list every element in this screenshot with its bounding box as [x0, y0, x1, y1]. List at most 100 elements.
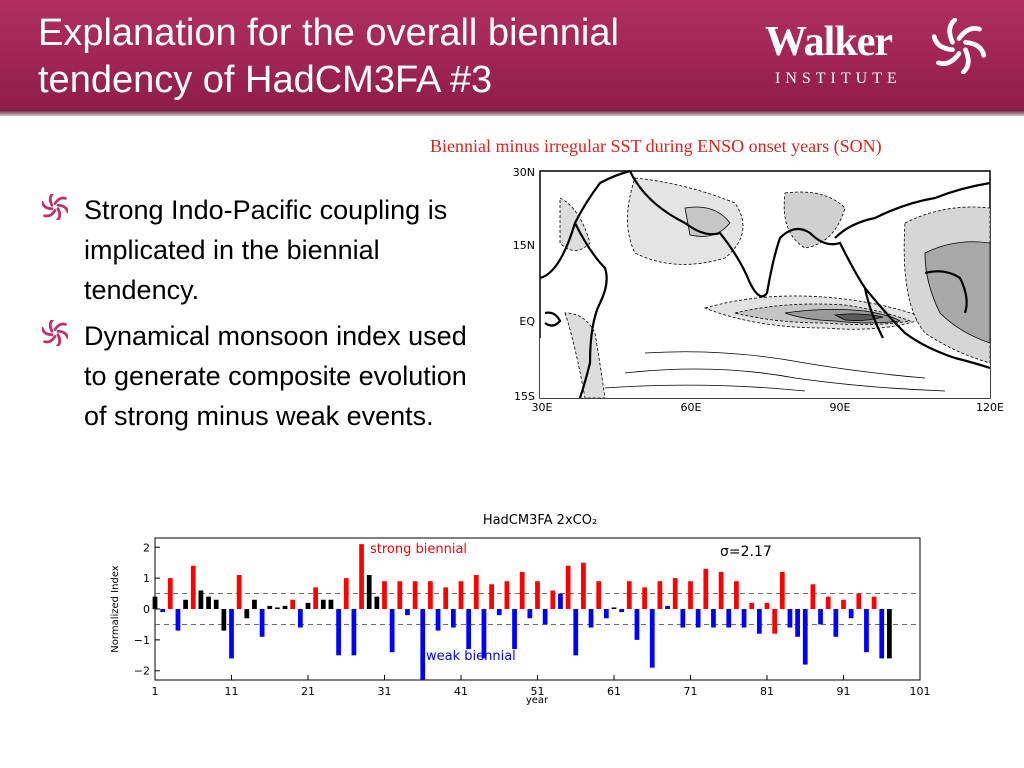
y-axis: −2 −1 0 1 2 [134, 541, 160, 678]
bar-year-35 [412, 581, 418, 609]
bar-year-59 [596, 581, 602, 609]
bar-year-45 [489, 584, 494, 609]
bars [152, 544, 892, 680]
bar-year-69 [672, 578, 678, 609]
weak-biennial-label: weak biennial [426, 649, 516, 664]
header-divider [0, 110, 1024, 116]
title-line-2: tendency of HadCM3FA #3 [38, 59, 493, 101]
bar-year-26 [343, 578, 349, 609]
lat-label: EQ [519, 315, 535, 328]
bar-year-48 [512, 609, 517, 650]
bar-year-32 [389, 609, 395, 653]
bar-year-71 [688, 581, 693, 609]
bar-year-43 [473, 575, 479, 609]
bullet-text-1: Strong Indo-Pacific coupling is implicat… [84, 195, 448, 305]
bar-year-9 [213, 599, 219, 609]
bar-year-2 [160, 609, 166, 613]
bar-year-58 [588, 609, 594, 628]
bar-year-40 [450, 609, 456, 628]
bar-year-54 [558, 593, 563, 609]
bar-year-29 [366, 575, 372, 609]
bar-year-72 [695, 609, 701, 628]
bar-year-68 [665, 605, 670, 609]
bar-year-17 [275, 607, 280, 609]
lon-label: 120E [976, 401, 1004, 414]
lat-label: 15N [513, 239, 535, 252]
bar-year-8 [206, 596, 211, 609]
x-tick-label: 51 [531, 685, 545, 698]
x-tick-label: 61 [607, 685, 621, 698]
logo-subtitle: INSTITUTE [775, 70, 902, 87]
bar-year-12 [236, 575, 242, 609]
bar-year-42 [466, 609, 472, 650]
bar-year-27 [351, 609, 357, 656]
bar-year-81 [764, 602, 770, 609]
bar-year-88 [818, 609, 823, 625]
bar-year-83 [779, 571, 785, 609]
bar-year-39 [443, 587, 449, 609]
bar-year-11 [229, 609, 234, 659]
bar-year-86 [802, 609, 808, 665]
x-tick-label: 41 [454, 685, 468, 698]
pinwheel-bullet-icon [42, 194, 68, 220]
bar-year-91 [841, 599, 846, 609]
coastlines [539, 169, 991, 399]
x-tick-label: 71 [684, 685, 698, 698]
map-caption: Biennial minus irregular SST during ENSO… [430, 136, 882, 156]
x-axis-label: year [526, 695, 549, 706]
bar-year-38 [435, 609, 441, 631]
bar-year-22 [313, 587, 319, 609]
y-tick-label: 2 [143, 541, 150, 554]
bar-year-25 [336, 609, 341, 656]
bar-year-47 [504, 581, 510, 609]
bar-year-97 [887, 609, 892, 659]
pinwheel-bullet-icon [42, 320, 68, 346]
bar-year-49 [519, 571, 525, 609]
x-tick-label: 11 [225, 685, 239, 698]
logo-wordmark: Walker [765, 19, 893, 65]
bar-year-80 [756, 609, 762, 634]
bar-year-56 [573, 609, 579, 656]
bar-year-41 [458, 581, 464, 609]
bar-year-84 [787, 609, 793, 628]
bar-year-82 [772, 609, 778, 634]
bar-year-46 [496, 609, 502, 616]
map-shading [540, 177, 991, 399]
sst-anomaly-map: 30N 15N EQ 15S 30E 60E 90E 120E [513, 166, 1004, 414]
bar-year-4 [175, 609, 181, 631]
bar-year-70 [680, 609, 686, 628]
x-tick-label: 91 [837, 685, 851, 698]
y-tick-label: −1 [134, 634, 150, 647]
bar-year-57 [581, 562, 586, 609]
title-line-1: Explanation for the overall biennial [38, 12, 619, 54]
bar-year-44 [481, 609, 487, 659]
bar-year-23 [320, 599, 326, 609]
x-tick-label: 101 [910, 685, 931, 698]
bar-year-94 [864, 609, 869, 653]
bar-year-62 [619, 609, 625, 613]
y-tick-label: 1 [143, 572, 150, 585]
bar-year-36 [420, 609, 426, 680]
pinwheel-icon [931, 18, 987, 74]
bar-year-76 [726, 609, 732, 628]
lon-label: 60E [681, 401, 702, 414]
bar-year-13 [244, 609, 250, 619]
bar-year-19 [290, 599, 296, 609]
bar-year-34 [405, 609, 410, 616]
bar-year-53 [550, 590, 556, 609]
bar-year-10 [221, 609, 227, 631]
bar-year-73 [703, 568, 709, 609]
bar-year-89 [825, 596, 831, 609]
slide-header [0, 0, 1024, 110]
y-axis-label: Normalized Index [110, 565, 121, 652]
bar-year-18 [282, 605, 288, 609]
bar-year-52 [542, 609, 548, 625]
bar-year-93 [856, 593, 862, 609]
chart-title: HadCM3FA 2xCO₂ [483, 513, 597, 528]
bar-year-16 [267, 605, 273, 609]
bar-year-63 [626, 581, 632, 609]
bar-year-51 [535, 581, 540, 609]
bar-year-50 [527, 609, 533, 619]
bar-year-75 [718, 571, 724, 609]
